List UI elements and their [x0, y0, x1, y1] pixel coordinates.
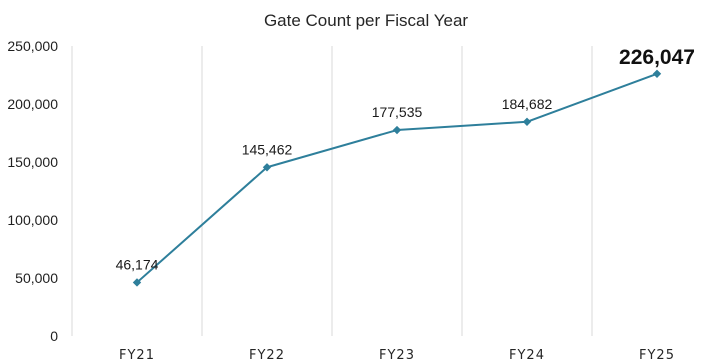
y-tick-label-5: 250,000	[7, 38, 58, 54]
chart-title: Gate Count per Fiscal Year	[264, 11, 468, 30]
x-tick-label-fy21: FY21	[119, 348, 155, 363]
data-labels: 46,174 145,462 177,535 184,682 226,047	[116, 46, 695, 273]
y-tick-label-0: 0	[50, 328, 58, 344]
data-point-fy22	[262, 163, 272, 172]
data-point-fy21	[132, 278, 142, 287]
grid-lines	[71, 46, 593, 336]
x-tick-label-fy25: FY25	[639, 348, 675, 363]
y-tick-label-1: 50,000	[15, 270, 58, 286]
x-axis-tick-labels: FY21 FY22 FY23 FY24 FY25	[119, 348, 675, 363]
data-point-fy24	[522, 117, 532, 126]
y-axis-tick-labels: 0 50,000 100,000 150,000 200,000 250,000	[7, 38, 58, 344]
x-tick-label-fy23: FY23	[379, 348, 415, 363]
x-tick-label-fy22: FY22	[249, 348, 285, 363]
data-label-fy23: 177,535	[372, 104, 423, 120]
data-label-fy21: 46,174	[116, 256, 159, 272]
x-tick-label-fy24: FY24	[509, 348, 545, 363]
data-label-fy22: 145,462	[242, 141, 293, 157]
data-label-fy24: 184,682	[502, 96, 553, 112]
data-point-fy25	[652, 69, 662, 78]
data-point-fy23	[392, 125, 402, 135]
data-label-fy25: 226,047	[619, 46, 695, 69]
data-points	[132, 69, 662, 287]
y-tick-label-2: 100,000	[7, 212, 58, 228]
y-tick-label-3: 150,000	[7, 154, 58, 170]
y-tick-label-4: 200,000	[7, 96, 58, 112]
